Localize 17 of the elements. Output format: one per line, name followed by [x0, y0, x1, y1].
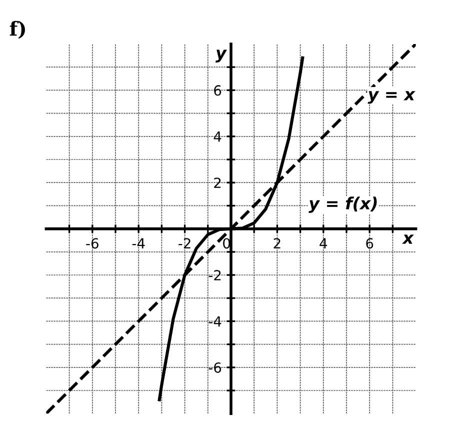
- y-tick-label: -6: [208, 362, 222, 373]
- chart-title: f): [10, 20, 25, 39]
- y-axis-title: y: [216, 50, 227, 62]
- y-tick-label: 6: [214, 85, 222, 96]
- x-axis-title: x: [402, 234, 414, 244]
- y-tick-label: -2: [208, 270, 221, 280]
- x-tick-label: -4: [132, 238, 145, 248]
- x-tick-label: 2: [274, 238, 280, 248]
- y-tick-label: -4: [208, 316, 222, 326]
- x-tick-label: 4: [320, 238, 328, 248]
- y-tick-label: 4: [214, 132, 222, 142]
- x-tick-label: -2: [178, 238, 190, 248]
- y-tick-label: 2: [214, 178, 221, 188]
- annotation: y = x: [368, 91, 416, 104]
- x-tick-label: -6: [86, 238, 98, 249]
- x-tick-label: 6: [366, 238, 374, 249]
- annotation: y = f(x): [308, 196, 377, 213]
